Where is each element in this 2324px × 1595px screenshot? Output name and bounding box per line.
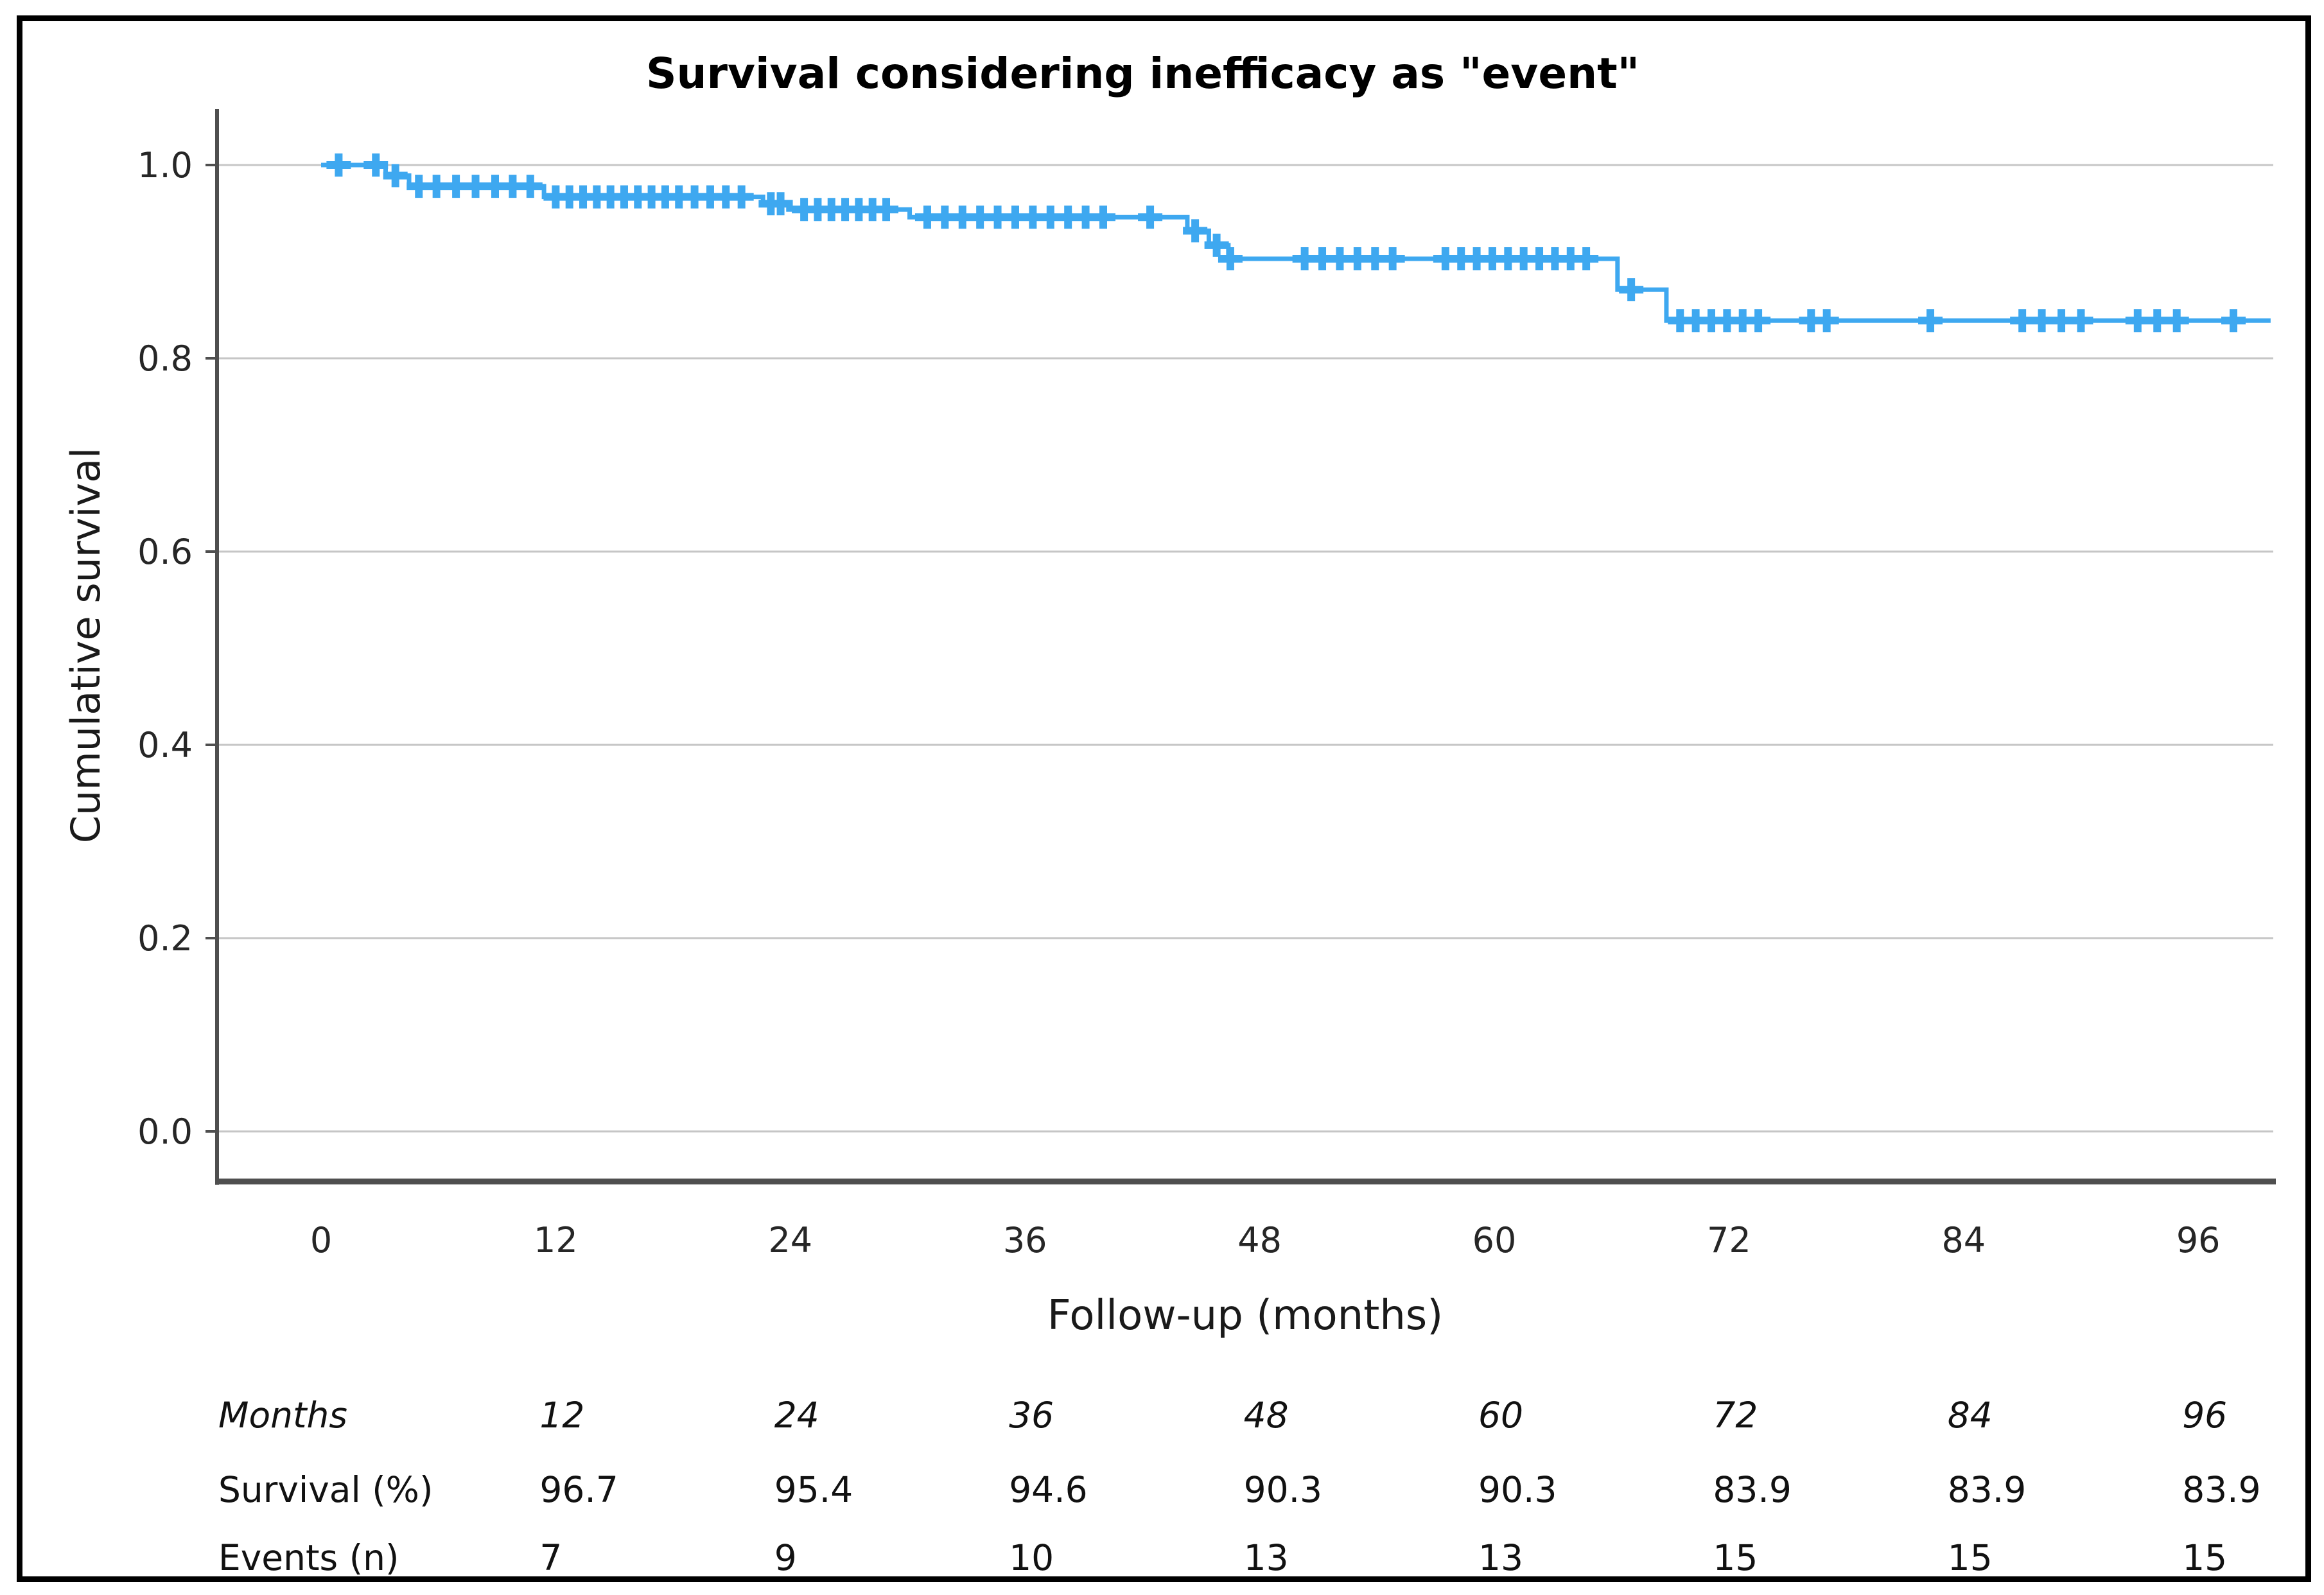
chart-title: Survival considering inefficacy as "even… [645,49,1640,98]
x-tick-label: 36 [1003,1220,1047,1260]
x-axis-title: Follow-up (months) [1047,1292,1443,1339]
y-tick-label: 0.2 [137,918,193,959]
censor-marks [326,153,2246,333]
x-tick-label: 60 [1472,1220,1517,1260]
x-tick-label: 24 [768,1220,812,1260]
x-tick-label: 48 [1237,1220,1282,1260]
y-axis-title: Cumulative survival [62,448,109,844]
x-tick-label: 72 [1707,1220,1751,1260]
y-tick-label: 1.0 [137,145,193,186]
x-tick-label: 84 [1941,1220,1986,1260]
x-tick-label: 0 [310,1220,332,1260]
x-tick-label: 96 [2176,1220,2221,1260]
figure-border [17,15,2311,1582]
y-tick-label: 0.0 [137,1111,193,1152]
x-tick-label: 12 [534,1220,578,1260]
y-tick-label: 0.4 [137,725,193,765]
y-tick-label: 0.6 [137,532,193,572]
y-tick-label: 0.8 [137,338,193,379]
